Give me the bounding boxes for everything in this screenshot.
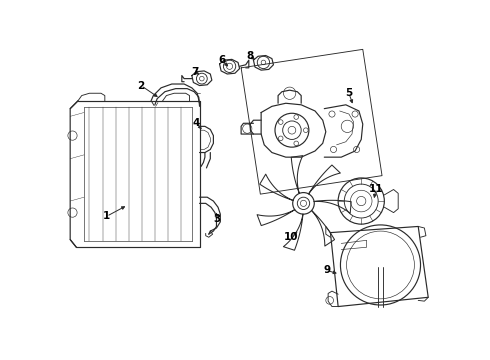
Text: 7: 7 bbox=[191, 67, 198, 77]
Text: 10: 10 bbox=[284, 232, 298, 242]
Text: 11: 11 bbox=[368, 184, 383, 194]
Text: 2: 2 bbox=[137, 81, 145, 91]
Text: 6: 6 bbox=[218, 55, 225, 65]
Text: 1: 1 bbox=[103, 211, 110, 221]
Text: 9: 9 bbox=[323, 265, 330, 275]
Text: 4: 4 bbox=[193, 117, 200, 127]
Text: 5: 5 bbox=[345, 88, 352, 98]
Text: 8: 8 bbox=[246, 50, 253, 60]
Text: 3: 3 bbox=[213, 214, 220, 224]
